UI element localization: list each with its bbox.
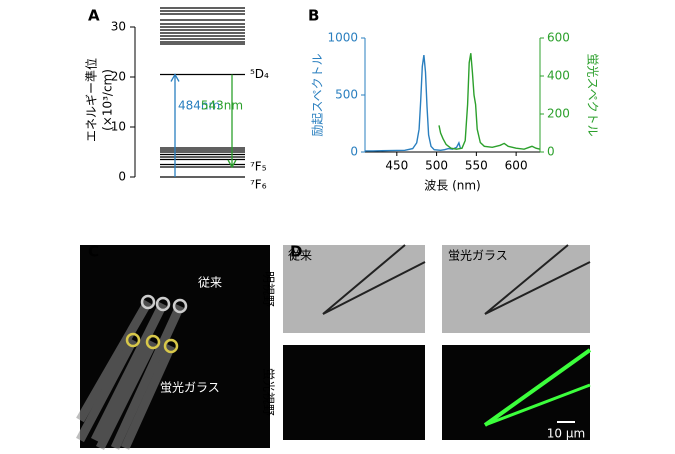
y-axis-label: 励起スペクトル <box>311 53 325 136</box>
x-tick-label: 500 <box>425 159 448 173</box>
needles <box>322 244 591 315</box>
photo-fluor-1 <box>283 345 425 440</box>
level-label: ⁷F₅ <box>250 160 267 174</box>
photo-fluor-2 <box>442 345 590 440</box>
y-tick-label: 1000 <box>327 31 358 45</box>
y2-tick-label: 400 <box>547 69 570 83</box>
y2-tick-label: 0 <box>547 145 555 159</box>
column-label: 蛍光ガラス <box>448 249 508 263</box>
arrow-head <box>227 159 237 169</box>
tube-ends <box>125 294 188 354</box>
level-label: ⁵D₄ <box>250 67 269 81</box>
tubes <box>76 299 185 451</box>
scale-bar-label: 10 µm <box>547 427 585 441</box>
y-tick-label: 20 <box>111 70 126 84</box>
y-tick-label: 0 <box>118 170 126 184</box>
x-tick-label: 600 <box>505 159 528 173</box>
arrow-head <box>170 73 180 82</box>
x-tick-label: 450 <box>385 159 408 173</box>
column-label: 従来 <box>288 249 312 263</box>
level-label: ⁷F₆ <box>250 178 267 192</box>
y-axis-unit: (×10³/cm) <box>101 69 115 131</box>
panel-label: D <box>290 243 302 261</box>
photo-label: 蛍光ガラス <box>160 381 220 395</box>
x-axis-label: 波長 (nm) <box>424 179 480 193</box>
panel-label: C <box>88 243 99 261</box>
y-axis-label: エネルギー準位 <box>84 58 99 142</box>
spectrum-line <box>438 53 541 150</box>
transition-label: 484nm <box>178 99 220 113</box>
y2-axis-label: 蛍光スペクトル <box>586 53 600 136</box>
x-tick-label: 550 <box>465 159 488 173</box>
spectrum-line <box>365 55 462 152</box>
row-label: 明視野 <box>262 271 277 307</box>
y-tick-label: 500 <box>335 88 358 102</box>
y-tick-label: 10 <box>111 120 126 134</box>
row-label: 蛍光視野 <box>262 368 277 416</box>
y-tick-label: 30 <box>111 20 126 34</box>
photo-label: 従来 <box>198 276 222 290</box>
panel-label: B <box>308 7 319 25</box>
panel-label: A <box>88 7 100 25</box>
y2-tick-label: 200 <box>547 107 570 121</box>
transition-label: 543nm <box>201 99 243 113</box>
y-tick-label: 0 <box>350 145 358 159</box>
fluor-needles <box>483 348 592 427</box>
y2-tick-label: 600 <box>547 31 570 45</box>
